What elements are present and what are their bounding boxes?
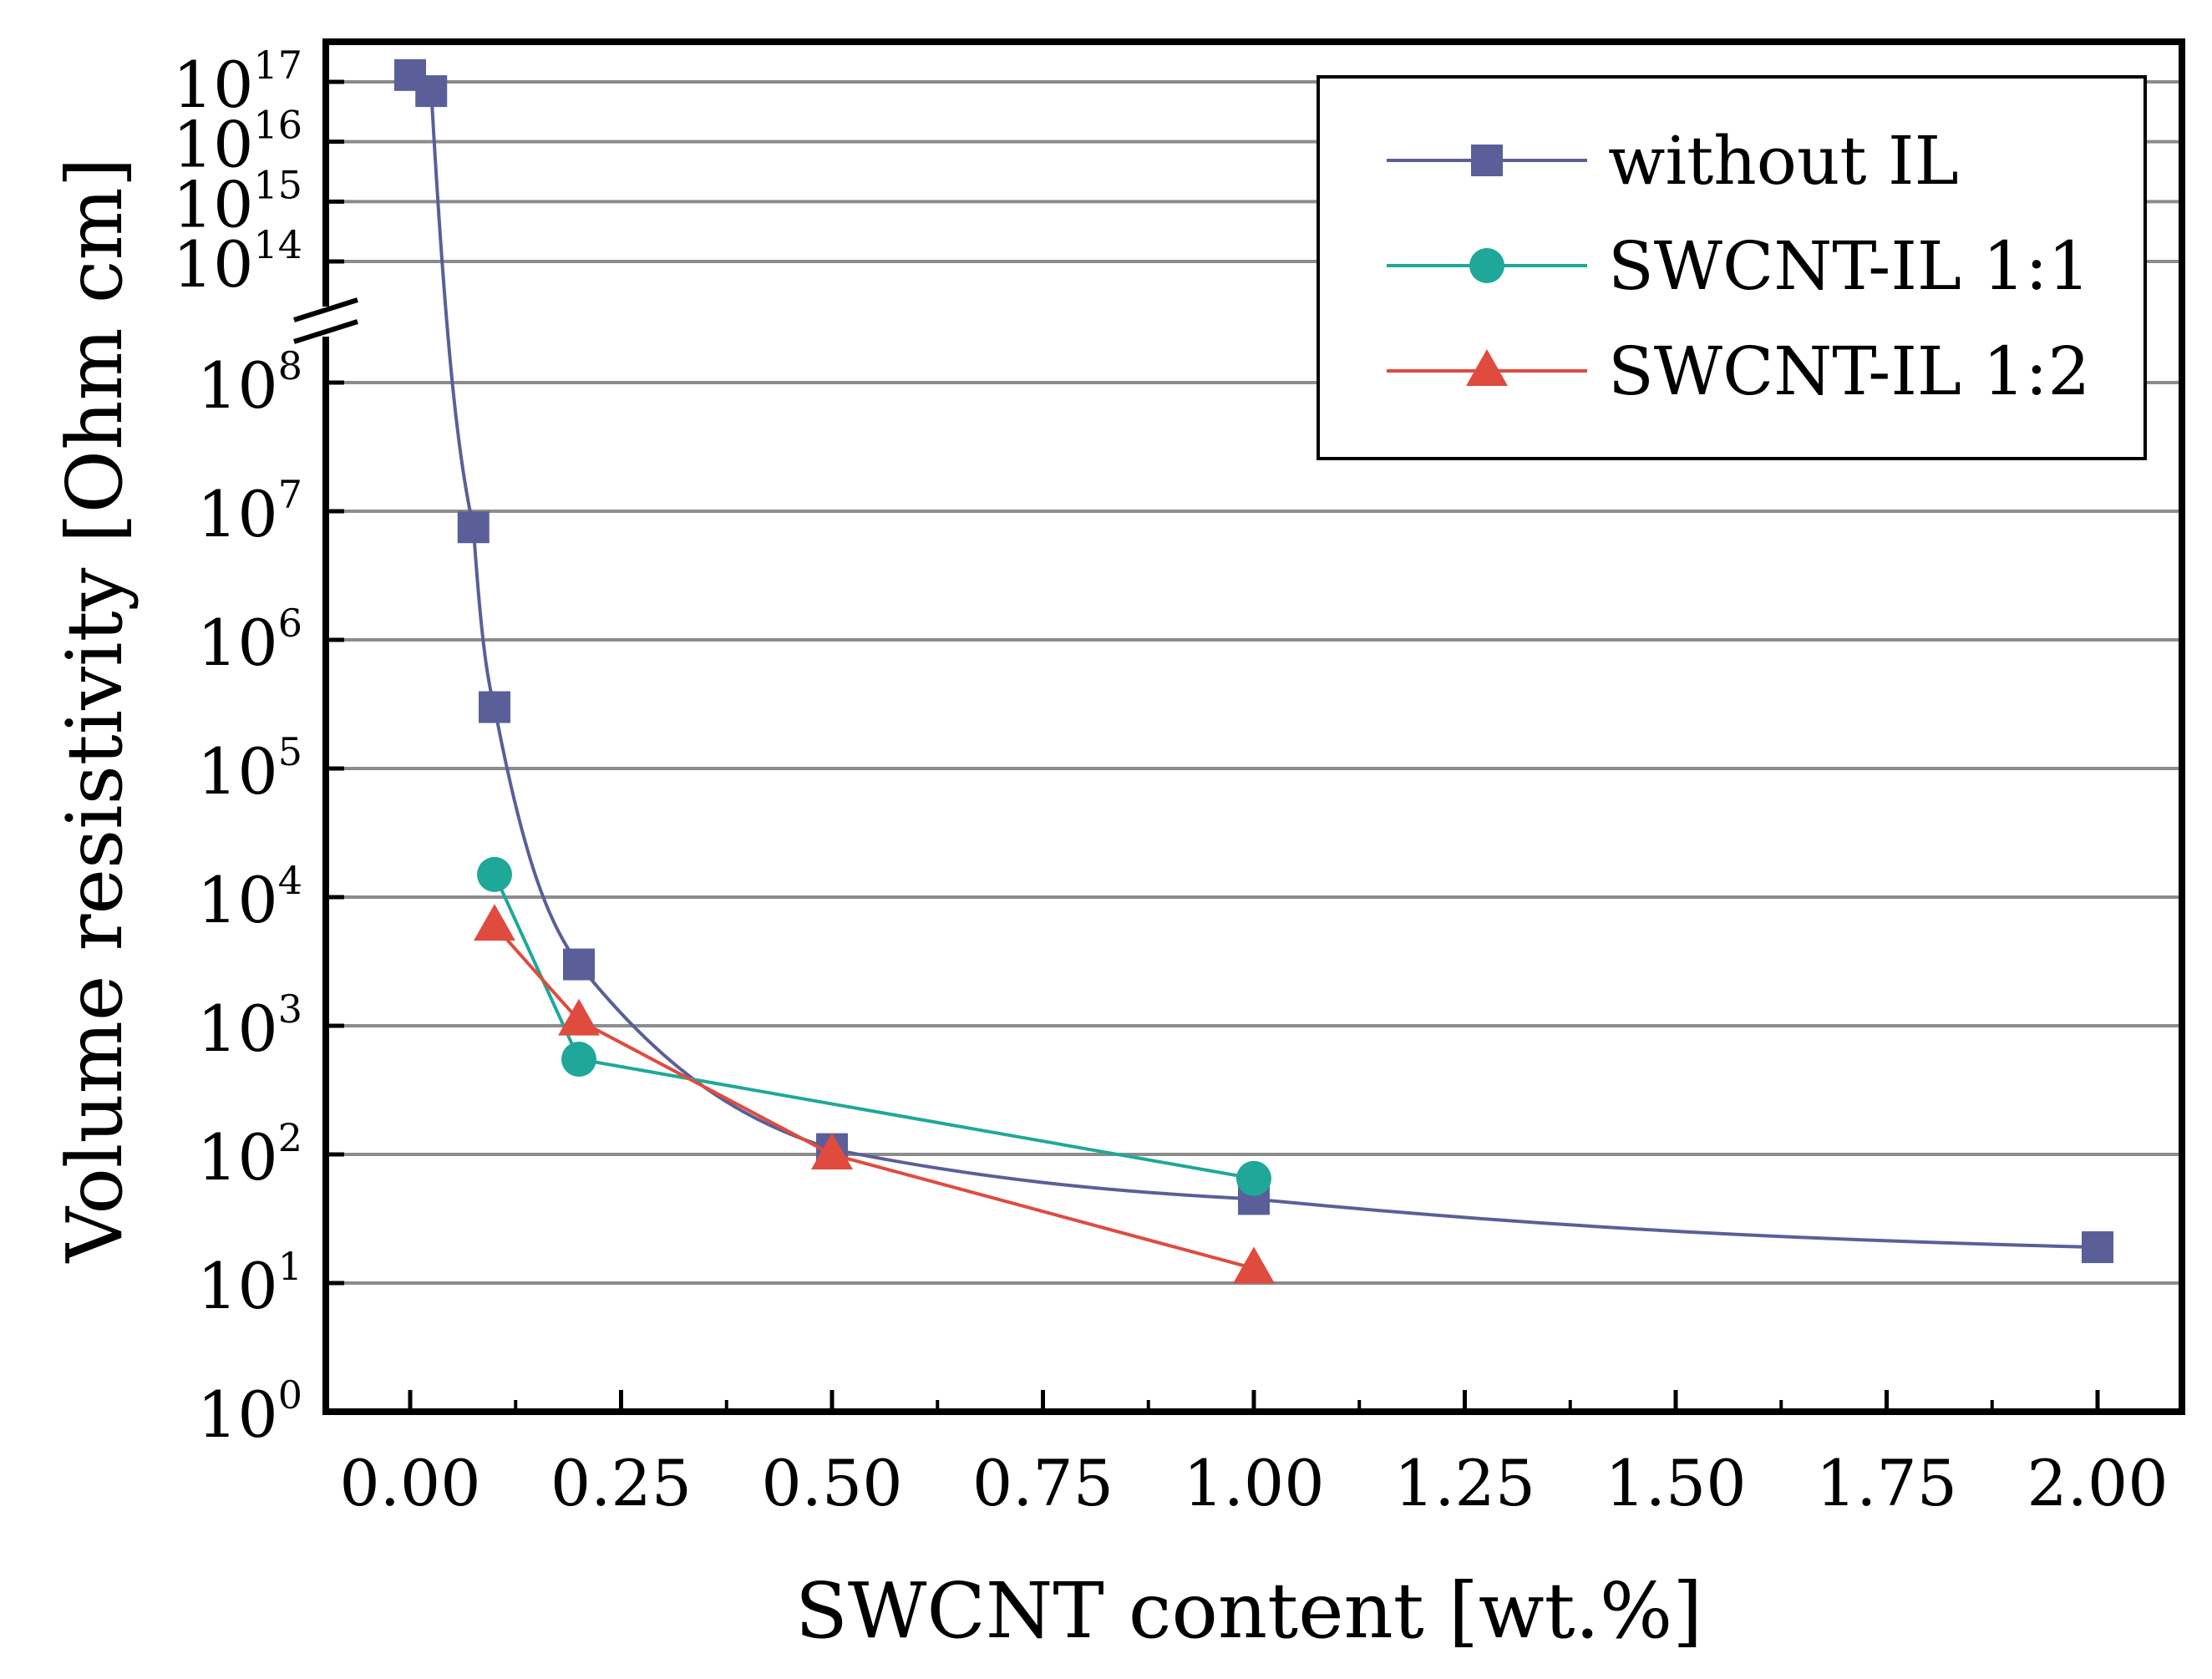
y-tick-exponent: 17 [253, 43, 302, 88]
y-tick-label: 108 [197, 343, 302, 423]
axis-break-mark [293, 319, 358, 344]
legend-label: SWCNT-IL 1:1 [1608, 227, 2090, 305]
y-tick-exponent: 7 [278, 472, 302, 517]
x-tick-label: 0.50 [761, 1446, 902, 1520]
y-tick-label: 100 [197, 1372, 302, 1452]
y-tick-label: 104 [197, 858, 302, 937]
legend-label: SWCNT-IL 1:2 [1608, 332, 2090, 410]
legend-label: without IL [1608, 122, 1959, 200]
x-tick-label: 2.00 [2027, 1446, 2168, 1520]
axis-ticks: 1001011021031041051061071081014101510161… [173, 43, 2169, 1520]
y-tick-exponent: 1 [278, 1244, 302, 1289]
legend-entry: without IL [1387, 122, 1959, 200]
x-tick-label: 1.75 [1816, 1446, 1957, 1520]
y-tick-label: 1015 [173, 162, 302, 241]
data-point [477, 856, 512, 892]
y-axis-title: Volume resistivity [Ohm cm] [50, 158, 140, 1264]
data-point [457, 511, 490, 544]
y-tick-label: 106 [197, 601, 302, 680]
y-tick-base: 10 [197, 734, 278, 809]
y-tick-base: 10 [197, 1120, 278, 1195]
y-tick-label: 103 [197, 987, 302, 1066]
y-tick-exponent: 14 [253, 222, 302, 267]
data-point [479, 691, 510, 723]
y-tick-base: 10 [173, 48, 254, 122]
data-point [415, 75, 448, 108]
y-tick-base: 10 [197, 1377, 278, 1452]
x-axis-title: SWCNT content [wt.%] [795, 1566, 1702, 1656]
legend-entry: SWCNT-IL 1:2 [1387, 332, 2090, 410]
legend-box [1317, 75, 2147, 460]
y-tick-label: 102 [197, 1115, 302, 1195]
data-point [2082, 1231, 2113, 1264]
y-tick-label: 105 [197, 729, 302, 809]
data-point [474, 904, 515, 941]
data-point [563, 948, 595, 981]
data-point [1469, 248, 1504, 283]
y-tick-base: 10 [197, 348, 278, 423]
series-2 [474, 904, 1275, 1284]
y-tick-label: 1014 [173, 222, 302, 302]
y-tick-base: 10 [197, 863, 278, 937]
x-tick-label: 1.00 [1183, 1446, 1324, 1520]
x-tick-label: 1.50 [1605, 1446, 1746, 1520]
x-tick-label: 1.25 [1394, 1446, 1535, 1520]
legend: without IL SWCNT-IL 1:1 SWCNT-IL 1:2 [1317, 75, 2147, 460]
y-tick-base: 10 [173, 167, 254, 241]
y-tick-exponent: 16 [253, 103, 302, 148]
series-line [408, 74, 2098, 1250]
y-tick-label: 1016 [173, 103, 302, 182]
y-tick-exponent: 3 [278, 987, 302, 1032]
x-tick-label: 0.75 [972, 1446, 1114, 1520]
y-tick-base: 10 [197, 992, 278, 1066]
y-tick-label: 107 [197, 472, 302, 551]
y-tick-base: 10 [197, 1249, 278, 1323]
y-tick-exponent: 4 [278, 858, 302, 903]
series-line [493, 924, 1255, 1271]
data-point [561, 1041, 596, 1077]
y-tick-exponent: 8 [278, 343, 302, 388]
y-tick-exponent: 5 [278, 729, 302, 774]
y-tick-exponent: 2 [278, 1115, 302, 1160]
legend-entry: SWCNT-IL 1:1 [1387, 227, 2090, 305]
data-series [394, 58, 2113, 1284]
data-point [1233, 1246, 1275, 1284]
x-tick-label: 0.00 [339, 1446, 480, 1520]
y-tick-exponent: 6 [278, 601, 302, 646]
data-point [1236, 1160, 1271, 1196]
data-point [1466, 349, 1508, 386]
y-tick-exponent: 0 [278, 1372, 302, 1418]
axis-break-mark [293, 297, 358, 322]
data-point [1471, 145, 1503, 176]
series-1 [477, 856, 1271, 1196]
x-tick-label: 0.25 [550, 1446, 692, 1520]
data-point [811, 1133, 853, 1169]
y-tick-label: 101 [197, 1244, 302, 1323]
y-tick-base: 10 [197, 606, 278, 680]
y-tick-base: 10 [197, 477, 278, 551]
y-tick-label: 1017 [173, 43, 302, 122]
data-point [558, 998, 600, 1036]
y-tick-exponent: 15 [253, 162, 302, 207]
y-tick-base: 10 [173, 108, 254, 182]
y-tick-base: 10 [173, 227, 254, 302]
